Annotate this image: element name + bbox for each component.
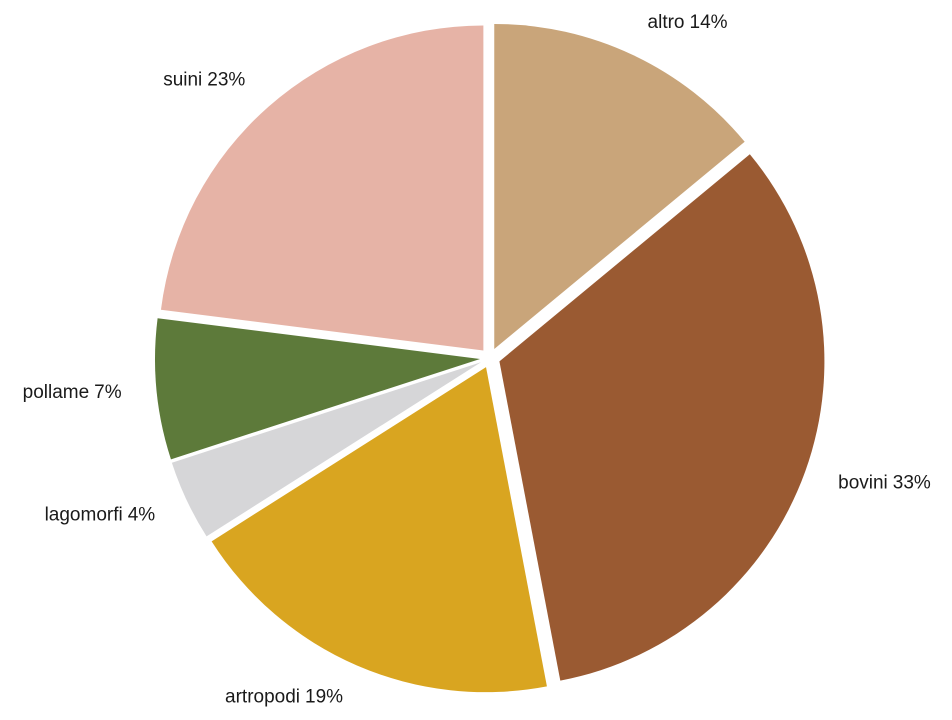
slice-value: 14% — [690, 12, 728, 33]
slice-label: suini 23% — [163, 69, 245, 90]
slice-label: altro 14% — [648, 12, 728, 33]
pie-slice — [494, 23, 745, 349]
slice-name: lagomorfi — [45, 505, 123, 526]
slice-name: pollame — [23, 382, 90, 403]
pie-slice — [211, 367, 547, 693]
slice-value: 33% — [893, 472, 931, 493]
slice-name: bovini — [838, 472, 888, 493]
slice-value: 19% — [305, 687, 343, 708]
slice-name: suini — [163, 69, 202, 90]
pie-slice — [155, 318, 481, 460]
slice-label: bovini 33% — [838, 472, 931, 493]
slice-value: 23% — [207, 69, 245, 90]
slice-label: artropodi 19% — [225, 687, 343, 708]
slice-name: altro — [648, 12, 685, 33]
slice-value: 7% — [94, 382, 122, 403]
slice-name: artropodi — [225, 687, 300, 708]
slice-label: pollame 7% — [23, 382, 122, 403]
slice-value: 4% — [128, 505, 156, 526]
pie-slice — [171, 362, 481, 537]
slice-label: lagomorfi 4% — [45, 505, 156, 526]
pie-slice — [499, 154, 825, 681]
pie-slice — [160, 25, 484, 351]
